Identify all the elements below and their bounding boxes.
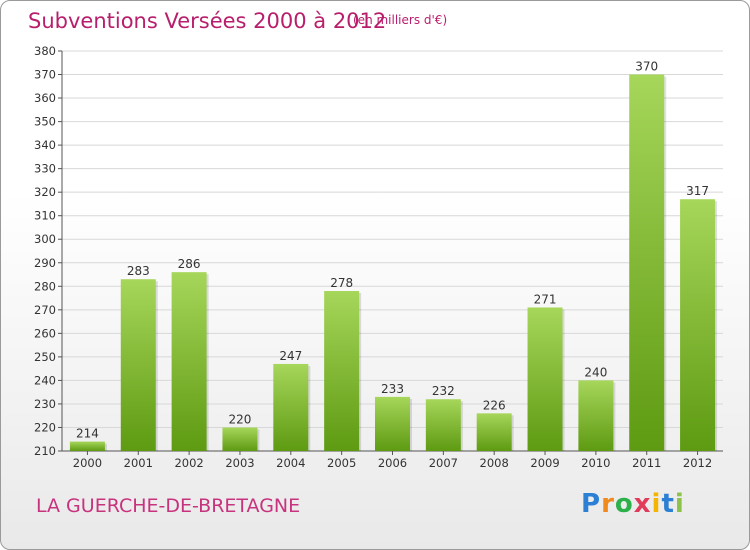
logo-letter: i xyxy=(674,489,685,519)
x-tick-label: 2006 xyxy=(378,456,407,470)
data-label: 232 xyxy=(432,384,455,398)
bar-2010 xyxy=(578,380,614,451)
data-label: 370 xyxy=(635,60,658,74)
x-tick-label: 2003 xyxy=(225,456,254,470)
logo-letter: t xyxy=(661,489,675,519)
bar-chart: 210 220 230 240 250 260 270 280 290 300 310 320 330 3… xyxy=(34,44,723,470)
x-tick-label: 2004 xyxy=(276,456,305,470)
y-tick-label: 280 xyxy=(34,279,56,293)
data-label: 278 xyxy=(330,276,353,290)
y-tick-label: 350 xyxy=(34,115,56,129)
logo-letter: r xyxy=(601,489,615,519)
x-tick-label: 2008 xyxy=(480,456,509,470)
bar-2001 xyxy=(120,279,156,451)
bar-2011 xyxy=(629,74,665,451)
bars xyxy=(69,74,718,451)
y-tick-label: 360 xyxy=(34,91,56,105)
bar-2012 xyxy=(680,199,716,451)
bar-2008 xyxy=(476,413,512,451)
chart-title: Subventions Versées 2000 à 2012 xyxy=(28,9,387,33)
logo-letter: x xyxy=(633,489,652,519)
chart-unit-note: (en milliers d'€) xyxy=(353,13,448,27)
y-tick-label: 380 xyxy=(34,44,56,58)
x-tick-label: 2009 xyxy=(530,456,559,470)
x-tick-label: 2007 xyxy=(429,456,458,470)
bar-2007 xyxy=(425,399,461,451)
bar-2000 xyxy=(69,441,105,451)
y-tick-label: 330 xyxy=(34,162,56,176)
y-tick-label: 220 xyxy=(34,420,56,434)
bar-2002 xyxy=(171,272,207,451)
data-labels: 214 283 286 220 247 278 233 232 226 271 240 370 317 xyxy=(76,60,709,441)
bar-2004 xyxy=(273,363,309,451)
y-tick-label: 370 xyxy=(34,68,56,82)
x-tick-label: 2000 xyxy=(73,456,102,470)
bar-2005 xyxy=(324,291,360,451)
data-label: 247 xyxy=(279,349,302,363)
y-tick-label: 210 xyxy=(34,444,56,458)
y-tick-label: 290 xyxy=(34,256,56,270)
y-tick-label: 340 xyxy=(34,138,56,152)
proxiti-logo[interactable]: Proxiti xyxy=(581,489,685,519)
data-label: 317 xyxy=(686,184,709,198)
y-tick-label: 300 xyxy=(34,232,56,246)
x-tick-label: 2011 xyxy=(632,456,661,470)
data-label: 271 xyxy=(534,292,557,306)
data-label: 283 xyxy=(127,264,150,278)
y-tick-label: 310 xyxy=(34,209,56,223)
data-label: 226 xyxy=(483,398,506,412)
y-tick-label: 270 xyxy=(34,303,56,317)
y-tick-label: 240 xyxy=(34,373,56,387)
y-tick-label: 320 xyxy=(34,185,56,199)
logo-letter: o xyxy=(614,489,634,519)
x-tick-label: 2001 xyxy=(124,456,153,470)
x-tick-label: 2010 xyxy=(581,456,610,470)
data-label: 220 xyxy=(229,412,252,426)
bar-2003 xyxy=(222,427,258,451)
x-tick-label: 2012 xyxy=(683,456,712,470)
bar-2009 xyxy=(527,307,563,451)
y-tick-label: 260 xyxy=(34,326,56,340)
logo-letter: i xyxy=(651,489,662,519)
y-tick-label: 250 xyxy=(34,350,56,364)
data-label: 286 xyxy=(178,257,201,271)
data-label: 233 xyxy=(381,382,404,396)
x-tick-label: 2005 xyxy=(327,456,356,470)
bar-2006 xyxy=(375,396,410,451)
logo-letter: P xyxy=(581,489,602,519)
y-tick-label: 230 xyxy=(34,397,56,411)
place-name: LA GUERCHE-DE-BRETAGNE xyxy=(36,495,301,517)
data-label: 214 xyxy=(76,427,99,441)
x-tick-label: 2002 xyxy=(174,456,203,470)
data-label: 240 xyxy=(584,365,607,379)
